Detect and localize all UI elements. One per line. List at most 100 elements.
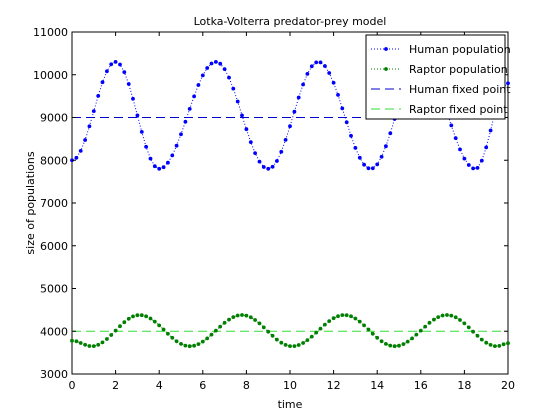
data-point [453,315,458,320]
data-point [122,70,127,74]
data-point [327,71,332,75]
data-point [105,337,109,341]
data-point [323,64,327,68]
y-tick-label: 3000 [40,368,68,381]
data-point [144,314,149,319]
data-point [501,342,506,347]
data-point [353,146,358,150]
data-point [96,94,101,98]
data-point [179,132,183,137]
data-point [157,323,162,328]
x-axis: 0 2 4 6 8 10 12 14 16 18 20 [69,32,515,392]
y-axis: 3000 4000 5000 6000 7000 8000 9000 10000 11000 [33,26,508,381]
data-point [357,155,362,160]
y-tick-label: 5000 [40,283,68,296]
data-point [336,314,340,319]
x-tick-label: 18 [457,379,471,392]
data-point [196,83,201,87]
data-point [183,119,188,124]
data-point [270,164,275,169]
data-point [83,342,87,347]
data-point [148,316,153,321]
data-point [484,340,489,345]
data-point [200,339,205,344]
data-point [257,159,262,164]
data-point [74,155,79,160]
data-point [488,128,493,133]
data-point [240,313,244,317]
data-point [192,94,197,99]
y-tick-label: 6000 [40,240,68,253]
data-point [187,107,192,111]
data-point [83,138,87,142]
data-point [296,95,301,100]
data-point [170,153,175,158]
data-point [375,335,380,340]
data-point [479,158,484,163]
data-point [309,334,314,339]
data-point [423,324,428,329]
data-point [349,314,353,319]
data-point [440,313,445,318]
data-point [305,72,310,76]
data-point [157,166,162,171]
data-point [179,342,183,346]
data-point [388,343,393,348]
data-point [432,317,436,322]
data-point [139,313,144,318]
y-tick-label: 4000 [40,325,68,338]
data-point [462,321,467,326]
data-point [222,67,227,71]
data-point [466,163,471,167]
legend-label: Human fixed point [409,83,511,96]
data-point [126,82,131,86]
x-tick-label: 2 [112,379,119,392]
data-point [218,61,223,66]
data-point [174,143,179,148]
data-point [161,165,166,170]
data-point [78,341,83,345]
data-point [248,315,253,320]
data-point [118,324,122,329]
data-point [309,64,314,69]
data-point [353,316,358,321]
data-point [235,313,240,318]
data-point [301,341,305,345]
data-point [288,124,292,129]
data-point [279,149,284,154]
data-point [235,99,240,104]
data-point [270,333,275,338]
data-point [414,332,419,337]
x-tick-label: 0 [69,379,76,392]
data-point [78,149,83,153]
data-point [244,313,249,318]
data-point [436,315,441,319]
data-point [466,325,471,330]
data-point [139,130,144,134]
data-point [479,337,484,342]
data-point [166,331,170,336]
data-point [266,329,271,334]
data-point [340,106,345,111]
data-point [118,62,122,67]
data-point [292,109,297,114]
data-point [379,339,384,344]
data-point [279,340,284,345]
data-point [231,315,236,319]
data-point [410,336,414,341]
data-point [405,339,410,344]
legend-label: Raptor population [409,63,508,76]
y-tick-label: 8000 [40,154,68,167]
data-point [458,318,462,322]
data-point [488,343,493,347]
data-point [209,332,214,337]
data-point [327,319,332,323]
data-point [288,344,292,348]
data-point [91,344,96,348]
data-point [318,60,323,65]
data-point [205,336,210,341]
data-point [131,96,135,101]
data-point [283,343,288,347]
chart-title: Lotka-Volterra predator-prey model [194,15,387,28]
